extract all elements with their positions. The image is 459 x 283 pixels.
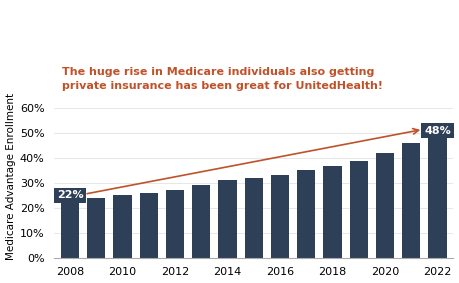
- Y-axis label: Medicare Advantage Enrollment: Medicare Advantage Enrollment: [6, 93, 16, 260]
- Bar: [402, 143, 420, 258]
- Bar: [192, 185, 210, 258]
- Bar: [87, 198, 106, 258]
- Bar: [297, 170, 315, 258]
- Bar: [140, 193, 158, 258]
- Bar: [218, 181, 237, 258]
- Text: 22%: 22%: [56, 190, 83, 200]
- Bar: [323, 166, 341, 258]
- Bar: [271, 175, 289, 258]
- Bar: [166, 190, 184, 258]
- Bar: [245, 178, 263, 258]
- Bar: [113, 196, 132, 258]
- Bar: [376, 153, 394, 258]
- Bar: [61, 203, 79, 258]
- Bar: [350, 160, 368, 258]
- Text: 48%: 48%: [424, 126, 451, 136]
- Bar: [428, 138, 447, 258]
- Text: The huge rise in Medicare individuals also getting
private insurance has been gr: The huge rise in Medicare individuals al…: [62, 67, 383, 91]
